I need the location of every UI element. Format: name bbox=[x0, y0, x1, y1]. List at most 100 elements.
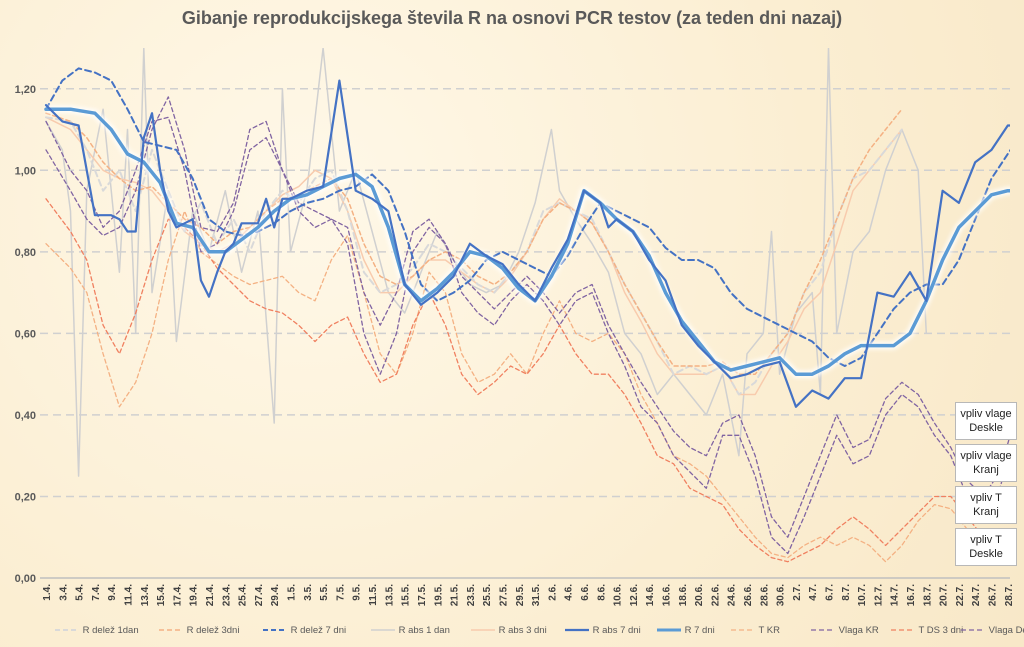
series-line-vlaga-deskle bbox=[45, 96, 1010, 538]
series-line-r-abs-1-dan bbox=[45, 48, 928, 477]
y-tick-label: 1,20 bbox=[15, 84, 36, 96]
x-tick-label: 25.5. bbox=[482, 584, 493, 606]
legend-label: R abs 7 dni bbox=[590, 625, 641, 636]
y-tick-label: 0,00 bbox=[15, 573, 36, 585]
x-tick-label: 21.5. bbox=[450, 584, 461, 606]
series-line-vlaga-kr bbox=[45, 116, 1010, 555]
x-tick-label: 2.7. bbox=[792, 584, 803, 601]
x-tick-label: 27.4. bbox=[254, 584, 265, 606]
legend-label: T DS 3 dni bbox=[916, 625, 964, 636]
y-tick-label: 0,60 bbox=[15, 328, 36, 340]
annotation-t-kranj: vpliv T Kranj bbox=[955, 486, 1017, 524]
chart-legend: R delež 1dan R delež 3dni R delež 7 dni … bbox=[40, 625, 1024, 639]
legend-label: R delež 3dni bbox=[184, 625, 240, 636]
legend-item: Vlaga Deskle bbox=[960, 625, 1024, 636]
legend-swatch bbox=[961, 629, 985, 632]
x-tick-label: 7.4. bbox=[91, 584, 102, 601]
legend-item: T DS 3 dni bbox=[890, 625, 963, 636]
y-tick-label: 0,80 bbox=[15, 247, 36, 259]
x-tick-label: 12.7. bbox=[873, 584, 884, 606]
legend-label: Vlaga Deskle bbox=[988, 625, 1024, 636]
annotation-t-deskle: vpliv T Deskle bbox=[955, 528, 1017, 566]
x-tick-label: 26.6. bbox=[743, 584, 754, 606]
x-tick-label: 7.5. bbox=[335, 584, 346, 601]
x-tick-label: 25.4. bbox=[238, 584, 249, 606]
x-tick-label: 16.6. bbox=[661, 584, 672, 606]
legend-swatch bbox=[891, 629, 915, 632]
annotation-vlage-kranj: vpliv vlage Kranj bbox=[955, 444, 1017, 482]
x-tick-label: 15.4. bbox=[156, 584, 167, 606]
legend-swatch bbox=[471, 629, 495, 632]
series-line-t-kr bbox=[45, 210, 1010, 563]
x-tick-label: 9.5. bbox=[352, 584, 363, 601]
y-tick-label: 0,40 bbox=[15, 410, 36, 422]
legend-item: R 7 dni bbox=[656, 625, 715, 636]
x-tick-label: 6.7. bbox=[825, 584, 836, 601]
x-tick-label: 6.6. bbox=[580, 584, 591, 601]
legend-label: R abs 3 dni bbox=[496, 625, 547, 636]
x-tick-label: 22.7. bbox=[955, 584, 966, 606]
legend-swatch bbox=[731, 629, 755, 632]
x-tick-label: 9.4. bbox=[107, 584, 118, 601]
x-tick-label: 11.5. bbox=[368, 584, 379, 606]
legend-item: R abs 7 dni bbox=[564, 625, 641, 636]
x-tick-label: 3.5. bbox=[303, 584, 314, 601]
legend-swatch bbox=[371, 629, 395, 632]
x-tick-label: 20.6. bbox=[694, 584, 705, 606]
x-tick-label: 19.5. bbox=[433, 584, 444, 606]
x-tick-label: 24.7. bbox=[971, 584, 982, 606]
legend-swatch bbox=[565, 629, 589, 632]
x-tick-label: 14.6. bbox=[645, 584, 656, 606]
x-tick-label: 10.6. bbox=[613, 584, 624, 606]
x-tick-label: 21.4. bbox=[205, 584, 216, 606]
x-tick-label: 1.4. bbox=[42, 584, 53, 601]
x-tick-label: 20.7. bbox=[939, 584, 950, 606]
legend-label: R abs 1 dan bbox=[396, 625, 450, 636]
x-tick-label: 15.5. bbox=[401, 584, 412, 606]
legend-item: R delež 1dan bbox=[54, 625, 139, 636]
y-tick-label: 1,00 bbox=[15, 165, 36, 177]
x-tick-label: 19.4. bbox=[189, 584, 200, 606]
legend-item: R delež 7 dni bbox=[262, 625, 346, 636]
x-tick-label: 11.4. bbox=[124, 584, 135, 606]
x-tick-label: 12.6. bbox=[629, 584, 640, 606]
legend-swatch bbox=[159, 629, 183, 632]
legend-label: Vlaga KR bbox=[836, 625, 879, 636]
legend-swatch bbox=[811, 629, 835, 632]
annotation-vlage-deskle: vpliv vlage Deskle bbox=[955, 402, 1017, 440]
x-tick-label: 1.5. bbox=[287, 584, 298, 601]
series-line-t-ds-3-dni bbox=[45, 198, 1010, 563]
x-tick-label: 17.5. bbox=[417, 584, 428, 606]
x-tick-label: 28.6. bbox=[759, 584, 770, 606]
x-tick-label: 5.5. bbox=[319, 584, 330, 601]
x-tick-label: 5.4. bbox=[75, 584, 86, 601]
x-tick-label: 4.6. bbox=[564, 584, 575, 601]
legend-label: R 7 dni bbox=[682, 625, 715, 636]
legend-item: R delež 3dni bbox=[158, 625, 239, 636]
legend-item: Vlaga KR bbox=[810, 625, 879, 636]
x-tick-label: 24.6. bbox=[727, 584, 738, 606]
legend-item: R abs 3 dni bbox=[470, 625, 547, 636]
x-tick-label: 29.4. bbox=[270, 584, 281, 606]
legend-item: T KR bbox=[730, 625, 780, 636]
x-tick-label: 18.6. bbox=[678, 584, 689, 606]
legend-item: R abs 1 dan bbox=[370, 625, 450, 636]
x-tick-label: 14.7. bbox=[890, 584, 901, 606]
legend-label: T KR bbox=[756, 625, 780, 636]
legend-swatch bbox=[263, 629, 287, 632]
series-line-r-abs-7-dni bbox=[44, 79, 1010, 408]
legend-label: R delež 1dan bbox=[80, 625, 139, 636]
x-tick-label: 23.4. bbox=[221, 584, 232, 606]
x-tick-label: 4.7. bbox=[808, 584, 819, 601]
x-tick-label: 27.5. bbox=[498, 584, 509, 606]
y-tick-label: 0,20 bbox=[15, 491, 36, 503]
legend-swatch bbox=[657, 628, 681, 632]
legend-swatch bbox=[55, 629, 79, 632]
x-tick-label: 8.6. bbox=[596, 584, 607, 601]
x-tick-label: 8.7. bbox=[841, 584, 852, 601]
x-tick-label: 13.4. bbox=[140, 584, 151, 606]
x-tick-label: 23.5. bbox=[466, 584, 477, 606]
x-tick-label: 28.7. bbox=[1004, 584, 1015, 606]
x-tick-label: 2.6. bbox=[547, 584, 558, 601]
x-tick-label: 3.4. bbox=[58, 584, 69, 601]
